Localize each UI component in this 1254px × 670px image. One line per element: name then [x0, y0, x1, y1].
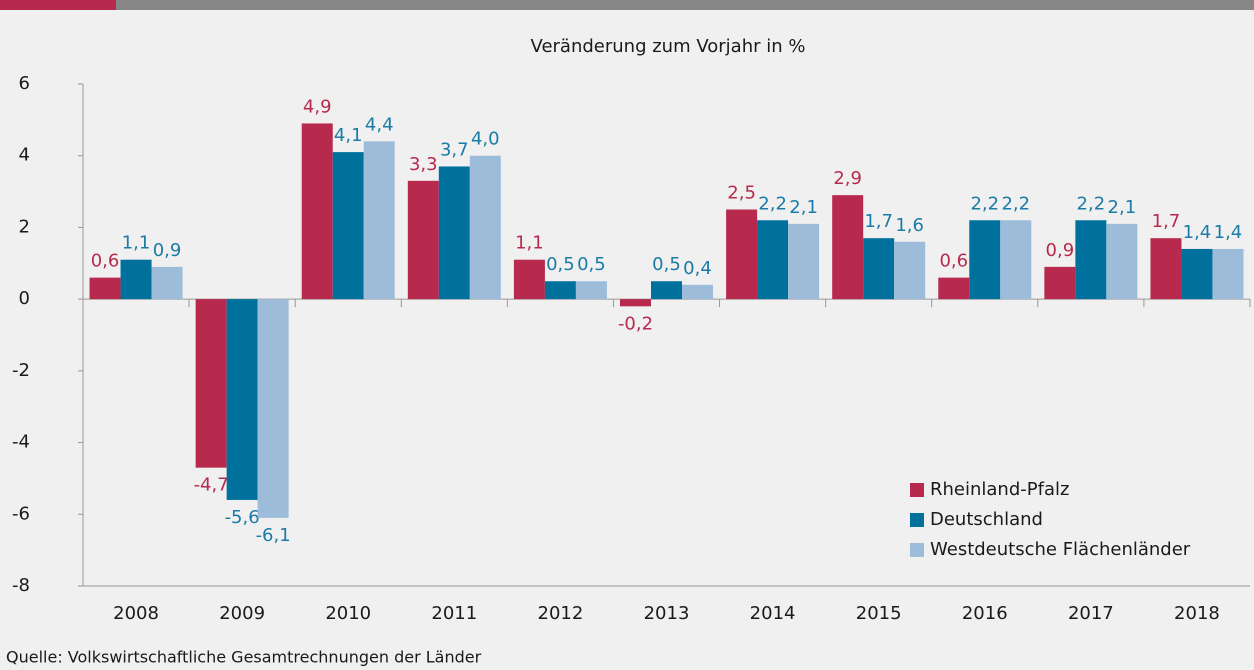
x-tick-label: 2009 [219, 603, 265, 624]
bar [120, 259, 152, 300]
bar [863, 238, 895, 300]
bar [1000, 220, 1032, 300]
legend-swatch [910, 543, 924, 557]
bar [195, 299, 227, 468]
bar [620, 299, 651, 307]
y-tick-label: -8 [12, 575, 30, 596]
value-label: 0,5 [652, 254, 681, 275]
value-label: 0,4 [683, 258, 712, 279]
chart-title: Veränderung zum Vorjahr in % [531, 36, 806, 57]
value-label: 4,1 [334, 125, 363, 146]
bar [682, 284, 713, 300]
x-tick-label: 2014 [750, 603, 796, 624]
bar [938, 277, 970, 300]
bar [1181, 248, 1213, 300]
x-tick-label: 2008 [113, 603, 159, 624]
value-label: 0,6 [939, 251, 968, 272]
bar [1106, 223, 1138, 300]
bar [1212, 248, 1244, 300]
value-label: 1,7 [1152, 211, 1181, 232]
x-tick-label: 2011 [431, 603, 477, 624]
value-label: 4,4 [365, 114, 394, 135]
y-tick-label: -6 [12, 503, 30, 524]
value-label: 2,2 [1001, 193, 1030, 214]
y-tick-label: 0 [19, 288, 30, 309]
value-label: 2,1 [1108, 197, 1137, 218]
bar [544, 281, 576, 300]
bar [301, 123, 333, 300]
bar [1075, 220, 1107, 300]
value-label: -6,1 [256, 525, 291, 546]
value-label: 0,6 [91, 251, 120, 272]
x-tick-label: 2018 [1174, 603, 1220, 624]
x-tick-label: 2012 [538, 603, 584, 624]
legend-swatch [910, 483, 924, 497]
legend-label: Rheinland-Pfalz [930, 479, 1069, 500]
y-tick-label: -4 [12, 432, 30, 453]
value-label: 2,5 [727, 183, 756, 204]
x-tick-label: 2015 [856, 603, 902, 624]
value-label: 4,9 [303, 96, 332, 117]
value-label: 2,2 [758, 193, 787, 214]
source: Quelle: Volkswirtschaftliche Gesamtrechn… [6, 648, 482, 667]
bar [726, 209, 758, 300]
bar [332, 152, 364, 300]
bar [651, 281, 682, 300]
bar [226, 299, 258, 500]
legend-swatch [910, 513, 924, 527]
y-tick-label: 6 [19, 73, 30, 94]
value-label: 4,0 [471, 129, 500, 150]
bar [575, 281, 607, 300]
value-label: 0,5 [577, 254, 606, 275]
y-tick-label: 2 [19, 216, 30, 237]
value-label: 1,7 [864, 211, 893, 232]
value-label: 2,9 [833, 168, 862, 189]
value-label: 1,6 [895, 215, 924, 236]
bar [469, 155, 501, 300]
top-bar-accent [0, 0, 116, 10]
value-label: 2,2 [970, 193, 999, 214]
value-label: 3,7 [440, 139, 469, 160]
value-label: 1,4 [1214, 222, 1243, 243]
bar [757, 220, 789, 300]
bar [1044, 266, 1076, 300]
bar [513, 259, 545, 300]
bar [1150, 238, 1182, 300]
value-label: 2,2 [1077, 193, 1106, 214]
top-bar [0, 0, 1254, 10]
x-tick-label: 2016 [962, 603, 1008, 624]
bar [257, 299, 289, 518]
value-label: 0,5 [546, 254, 575, 275]
value-label: 0,9 [153, 240, 182, 261]
x-tick-label: 2017 [1068, 603, 1114, 624]
bar [894, 241, 926, 300]
value-label: 2,1 [789, 197, 818, 218]
bar [788, 223, 820, 300]
legend-label: Deutschland [930, 509, 1043, 530]
value-label: 0,9 [1046, 240, 1075, 261]
x-tick-label: 2010 [325, 603, 371, 624]
x-tick-label: 2013 [644, 603, 690, 624]
bar [151, 266, 183, 300]
value-label: 3,3 [409, 154, 438, 175]
value-label: -4,7 [194, 475, 229, 496]
bar [438, 166, 470, 300]
value-label: -5,6 [225, 507, 260, 528]
y-tick-label: 4 [19, 145, 30, 166]
bar [969, 220, 1001, 300]
value-label: 1,1 [122, 233, 151, 254]
y-tick-label: -2 [12, 360, 30, 381]
bar [407, 180, 439, 300]
value-label: 1,1 [515, 233, 544, 254]
bar [89, 277, 121, 300]
value-label: -0,2 [618, 313, 653, 334]
value-label: 1,4 [1183, 222, 1212, 243]
bar [832, 195, 864, 300]
legend-label: Westdeutsche Flächenländer [930, 539, 1191, 560]
bar [363, 141, 395, 300]
